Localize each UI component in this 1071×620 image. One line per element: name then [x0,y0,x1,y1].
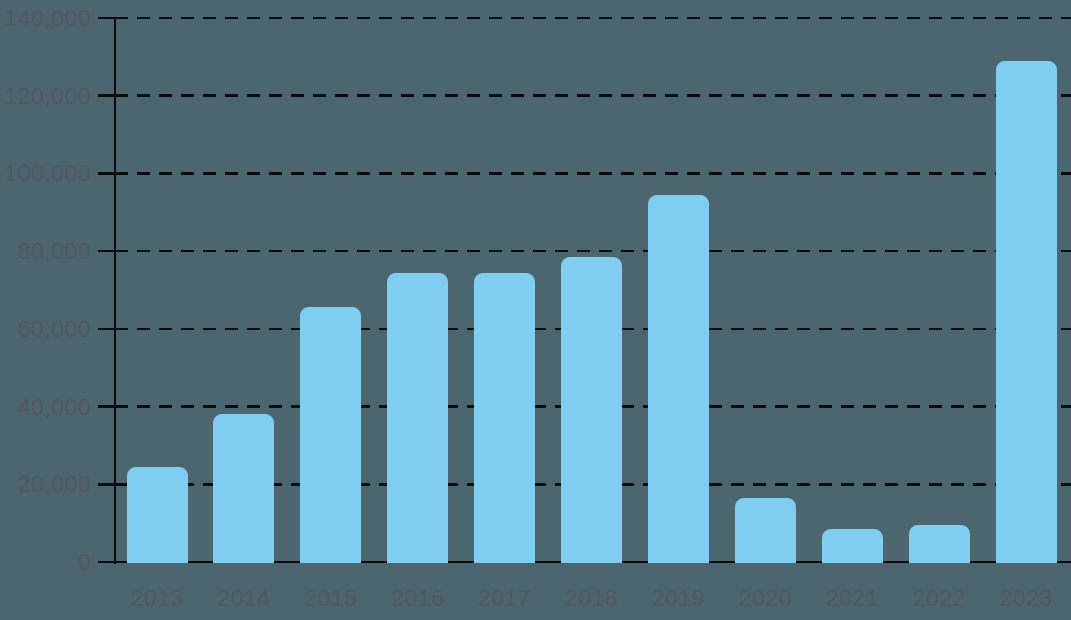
bar-2017 [474,272,536,564]
x-axis-tick-label: 2013 [130,585,184,611]
x-axis-tick-label: 2014 [217,585,271,611]
y-axis-line [113,17,117,564]
x-axis-tick-label: 2019 [651,585,705,611]
y-axis-tick [98,249,128,253]
y-axis-tick-label: 100,000 [4,160,91,187]
x-axis-tick-label: 2015 [304,585,358,611]
y-axis-tick-label: 0 [77,549,91,575]
y-axis-tick [98,405,128,408]
y-axis-tick [98,172,128,175]
bar-2015 [300,307,362,564]
gridline [128,249,1071,253]
y-axis-tick [98,482,128,486]
bar-2020 [734,497,796,564]
y-axis-tick-label: 80,000 [17,238,91,265]
bar-2021 [821,528,883,564]
y-axis-tick [98,327,128,331]
gridline [128,16,1071,20]
y-axis-tick-label: 140,000 [4,5,91,32]
x-axis-tick-label: 2022 [912,585,966,611]
x-axis-tick-label: 2023 [999,585,1053,611]
x-axis-tick-label: 2018 [564,585,619,611]
y-axis-tick-label: 60,000 [17,315,91,342]
y-axis-tick [98,16,128,20]
gridline [128,172,1071,175]
y-axis-tick-label: 120,000 [4,82,91,109]
x-axis-tick-label: 2020 [738,585,792,611]
x-axis-tick-label: 2017 [478,585,532,611]
y-axis-tick-label: 40,000 [17,393,91,420]
bar-2014 [213,414,275,564]
bar-2013 [126,466,188,564]
bar-2023 [995,60,1057,564]
bar-2022 [908,525,970,564]
gridline [128,94,1071,98]
x-axis-tick-label: 2021 [825,585,879,611]
y-axis-tick-label: 20,000 [17,471,91,498]
bar-2018 [561,256,622,564]
bar-2016 [387,272,449,564]
bar-2019 [647,194,709,564]
y-axis-tick [98,94,128,98]
x-axis-tick-label: 2016 [391,585,445,611]
